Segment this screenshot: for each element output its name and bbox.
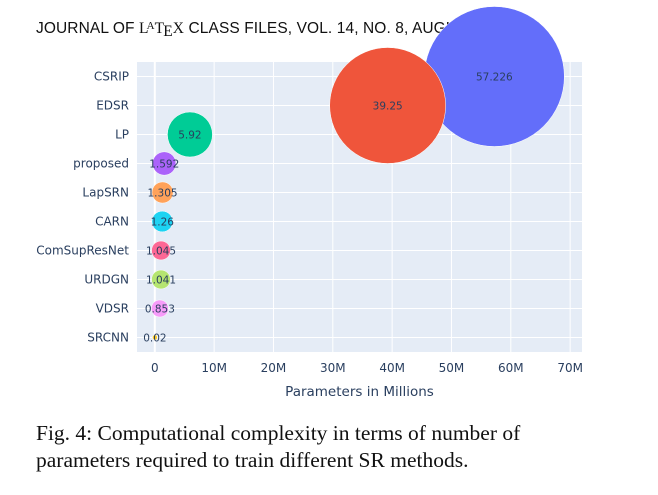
bubble-srcnn bbox=[152, 334, 158, 341]
y-tick-label: CARN bbox=[95, 215, 129, 229]
data-label-lp: 5.92 bbox=[178, 130, 201, 142]
data-label-carn: 1.26 bbox=[151, 217, 175, 229]
y-tick-label: URDGN bbox=[84, 273, 129, 287]
bubble-chart: 57.226 39.25 5.92 1.592 1.305 1.26 1.045 1.041 0… bbox=[36, 6, 583, 400]
y-tick-label: CSRIP bbox=[94, 70, 129, 84]
bubble-lp bbox=[167, 111, 213, 158]
y-tick-label: SRCNN bbox=[87, 331, 129, 345]
x-tick-labels: 0 10M 20M 30M 40M 50M 60M 70M bbox=[151, 361, 583, 375]
data-label-vdsr: 0.853 bbox=[145, 304, 175, 316]
data-label-csrip: 57.226 bbox=[476, 72, 513, 84]
data-label-proposed: 1.592 bbox=[149, 159, 179, 171]
y-tick-label: ComSupResNet bbox=[36, 244, 129, 258]
data-label-srcnn: 0.02 bbox=[143, 333, 166, 345]
x-tick-label: 0 bbox=[151, 361, 159, 375]
data-label-comsupresnet: 1.045 bbox=[146, 246, 176, 258]
x-tick-label: 60M bbox=[498, 361, 524, 375]
y-tick-labels: SRCNN VDSR URDGN ComSupResNet CARN LapSRN prop… bbox=[36, 70, 129, 345]
bubble-comsupresnet bbox=[151, 240, 171, 261]
x-tick-label: 10M bbox=[201, 361, 227, 375]
data-label-edsr: 39.25 bbox=[373, 101, 403, 113]
bubble-urdgn bbox=[151, 269, 171, 290]
bubble-vdsr bbox=[151, 299, 169, 318]
x-tick-label: 40M bbox=[379, 361, 405, 375]
x-axis-title: Parameters in Millions bbox=[285, 384, 434, 400]
latex-logo: LATEX bbox=[139, 20, 185, 40]
data-label-lapsrn: 1.305 bbox=[148, 188, 178, 200]
bubble-lapsrn bbox=[151, 181, 174, 204]
bubble-edsr bbox=[329, 47, 446, 164]
x-tick-label: 70M bbox=[557, 361, 583, 375]
caption-line-1: Fig. 4: Computational complexity in term… bbox=[36, 421, 521, 445]
y-tick-label: LP bbox=[115, 128, 129, 142]
journal-header: JOURNAL OF LATEX CLASS FILES, VOL. 14, N… bbox=[36, 20, 517, 40]
header-text-end: CLASS FILES, VOL. 14, NO. 8, AUGUST 2015 bbox=[184, 20, 517, 37]
figure-caption: Fig. 4: Computational complexity in term… bbox=[36, 420, 641, 474]
y-tick-label: LapSRN bbox=[82, 186, 129, 200]
bubble-carn bbox=[151, 210, 173, 233]
caption-line-2: parameters required to train different S… bbox=[36, 448, 469, 472]
y-tick-label: EDSR bbox=[96, 99, 129, 113]
data-label-urdgn: 1.041 bbox=[146, 275, 176, 287]
x-tick-label: 30M bbox=[320, 361, 346, 375]
y-tick-label: VDSR bbox=[96, 302, 129, 316]
bubbles: 57.226 39.25 5.92 1.592 1.305 1.26 1.045 1.041 0… bbox=[143, 6, 565, 345]
bubble-proposed bbox=[152, 151, 177, 176]
x-tick-label: 50M bbox=[439, 361, 465, 375]
y-tick-label: proposed bbox=[73, 157, 129, 171]
x-tick-label: 20M bbox=[261, 361, 287, 375]
header-text-start: JOURNAL OF bbox=[36, 20, 140, 37]
